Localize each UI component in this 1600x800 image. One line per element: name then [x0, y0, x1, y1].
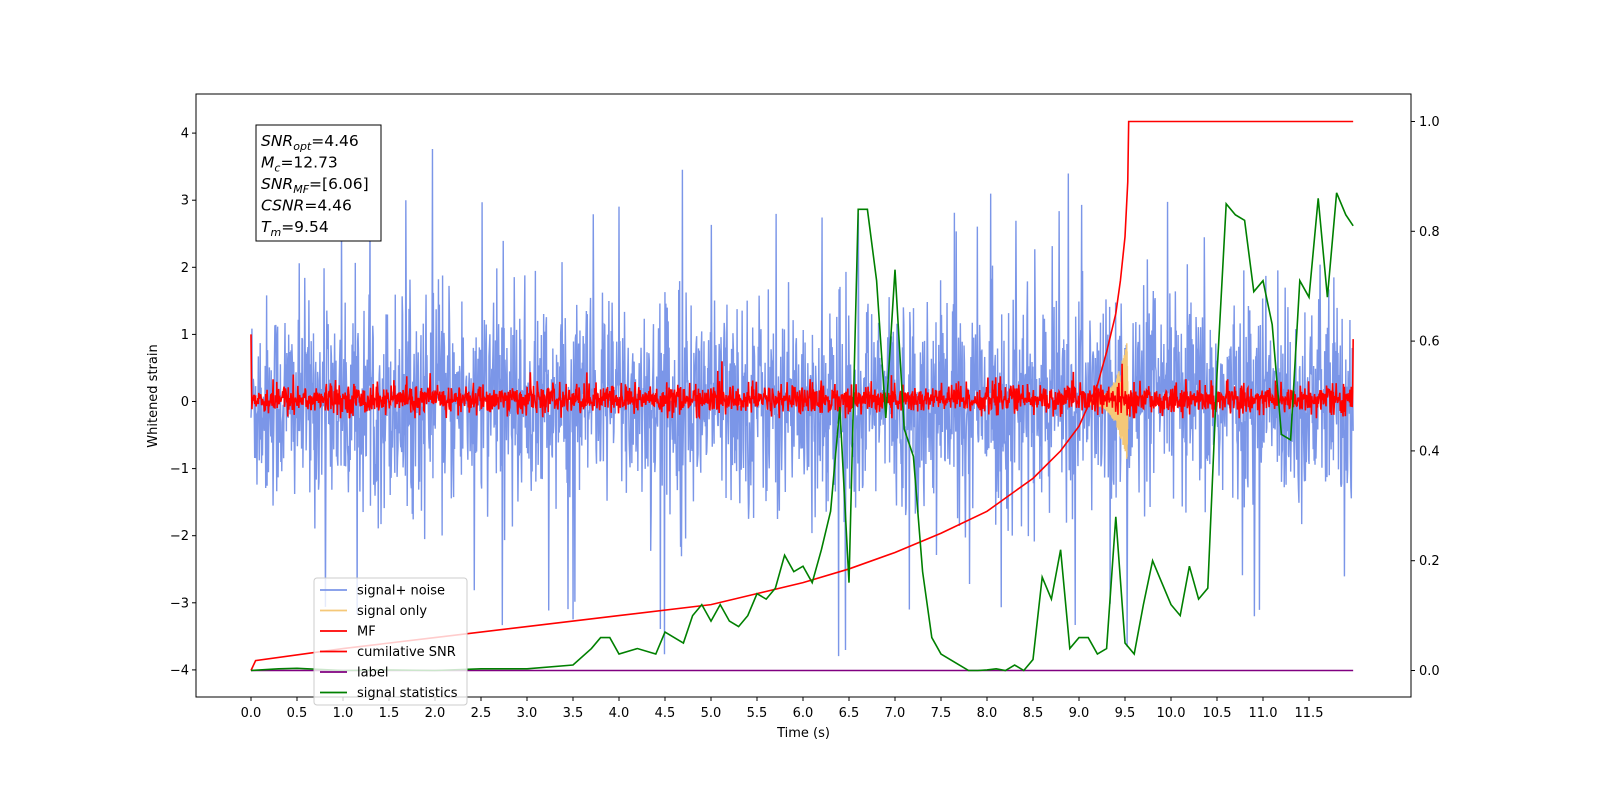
y-right-tick-label: 0.6	[1419, 335, 1440, 350]
y-right-tick-label: 0.2	[1419, 554, 1440, 569]
x-tick-label: 7.0	[885, 706, 906, 721]
annotation-box: SNRopt=4.46Mc=12.73SNRMF=[6.06]CSNR=4.46…	[255, 124, 382, 242]
legend-label: cumilative SNR	[357, 645, 456, 660]
annotation-box-frame	[255, 124, 382, 242]
series-signal-statistics-line	[250, 192, 1354, 672]
y-right-tick-label: 1.0	[1419, 115, 1440, 130]
x-tick-label: 3.5	[563, 706, 584, 721]
annotation-symbol: CSNR	[261, 197, 304, 215]
legend-label: MF	[357, 625, 376, 640]
x-tick-label: 6.0	[793, 706, 814, 721]
annotation-value: =[6.06]	[309, 175, 369, 193]
x-axis-ticks: 0.0 0.5 1.0 1.5 2.0 2.5 3.0 3.5 4.0 4.5 5.0 5.5 6.0 6…	[241, 697, 1324, 721]
annotation-subscript: opt	[293, 140, 312, 153]
legend-label: signal statistics	[357, 686, 458, 701]
legend-label: signal only	[357, 604, 427, 619]
series-layer	[250, 120, 1354, 672]
y-tick-label: 4	[181, 127, 189, 142]
x-tick-label: 1.5	[379, 706, 400, 721]
y-tick-label: −1	[170, 462, 189, 477]
annotation-line: Mc=12.73	[261, 154, 338, 175]
y-tick-label: −4	[170, 663, 189, 678]
y-right-axis-ticks: 0.0 0.2 0.4 0.6 0.8 1.0	[1411, 115, 1440, 679]
series-mf-line	[250, 334, 1354, 420]
x-tick-label: 10.5	[1203, 706, 1232, 721]
y-tick-label: 0	[181, 395, 189, 410]
annotation-value: =9.54	[281, 218, 329, 236]
x-tick-label: 0.5	[287, 706, 308, 721]
x-tick-label: 5.0	[701, 706, 722, 721]
y-tick-label: 1	[181, 328, 189, 343]
x-tick-label: 9.0	[1069, 706, 1090, 721]
annotation-subscript: m	[270, 226, 281, 239]
x-tick-label: 7.5	[931, 706, 952, 721]
x-tick-label: 10.0	[1157, 706, 1186, 721]
x-tick-label: 11.0	[1249, 706, 1278, 721]
annotation-value: =4.46	[304, 197, 352, 215]
legend-label: label	[357, 666, 388, 681]
y-right-tick-label: 0.8	[1419, 225, 1440, 240]
legend-label: signal+ noise	[357, 584, 445, 599]
annotation-line: SNRMF=[6.06]	[261, 175, 369, 196]
x-axis-label: Time (s)	[776, 726, 830, 741]
annotation-line: CSNR=4.46	[261, 197, 352, 215]
legend: signal+ noise signal only MF cumilative SNR…	[313, 577, 468, 706]
y-tick-label: 2	[181, 261, 189, 276]
annotation-subscript: c	[274, 162, 280, 175]
x-tick-label: 6.5	[839, 706, 860, 721]
series-cumulative-snr-line	[250, 120, 1354, 671]
y-tick-label: 3	[181, 194, 189, 209]
annotation-subscript: MF	[293, 183, 309, 196]
annotation-line: Tm=9.54	[261, 218, 329, 239]
x-tick-label: 5.5	[747, 706, 768, 721]
x-tick-label: 2.5	[471, 706, 492, 721]
x-tick-label: 4.5	[655, 706, 676, 721]
y-tick-label: −3	[170, 596, 189, 611]
annotation-symbol: T	[261, 218, 272, 236]
annotation-value: =4.46	[311, 132, 359, 150]
annotation-symbol: SNR	[261, 175, 293, 193]
x-tick-label: 2.0	[425, 706, 446, 721]
x-tick-label: 1.0	[333, 706, 354, 721]
y-right-tick-label: 0.0	[1419, 664, 1440, 679]
annotation-value: =12.73	[280, 154, 337, 172]
x-tick-label: 4.0	[609, 706, 630, 721]
legend-frame	[313, 577, 468, 706]
x-tick-label: 3.0	[517, 706, 538, 721]
x-tick-label: 8.5	[1023, 706, 1044, 721]
annotation-line: SNRopt=4.46	[261, 132, 359, 153]
annotation-symbol: M	[261, 154, 274, 172]
x-tick-label: 0.0	[241, 706, 262, 721]
x-tick-label: 8.0	[977, 706, 998, 721]
annotation-symbol: SNR	[261, 132, 293, 150]
y-axis-label: Whitened strain	[146, 344, 161, 447]
y-right-tick-label: 0.4	[1419, 444, 1440, 459]
x-tick-label: 9.5	[1115, 706, 1136, 721]
y-axis-ticks: −4 −3 −2 −1 0 1 2 3 4	[170, 127, 196, 678]
x-tick-label: 11.5	[1295, 706, 1324, 721]
y-tick-label: −2	[170, 529, 189, 544]
